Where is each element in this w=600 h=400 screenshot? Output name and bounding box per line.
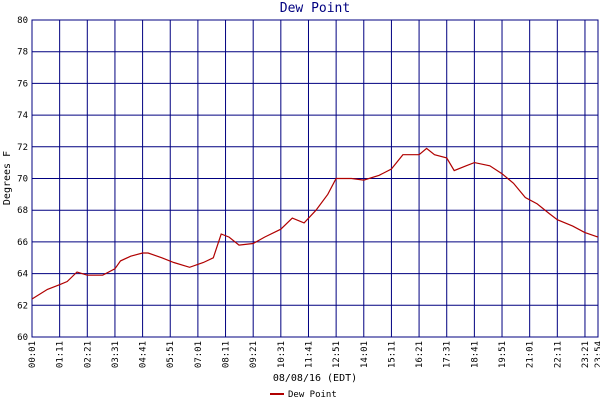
x-tick-label: 04:41 xyxy=(139,341,149,368)
x-tick-label: 10:31 xyxy=(277,341,287,368)
x-tick-label: 23:21 xyxy=(581,341,591,368)
x-tick-label: 21:01 xyxy=(526,341,536,368)
x-axis-label: 08/08/16 (EDT) xyxy=(273,373,357,384)
chart-title: Dew Point xyxy=(280,1,350,16)
x-tick-label: 18:41 xyxy=(470,341,480,368)
x-tick-label: 15:11 xyxy=(387,341,397,368)
y-tick-label: 74 xyxy=(17,111,28,121)
y-tick-label: 80 xyxy=(17,16,28,26)
x-tick-label: 00:01 xyxy=(28,341,38,368)
x-tick-label: 19:51 xyxy=(498,341,508,368)
x-tick-label: 02:21 xyxy=(83,341,93,368)
x-tick-label: 22:11 xyxy=(553,341,563,368)
x-tick-label: 14:01 xyxy=(360,341,370,368)
x-tick-label: 01:11 xyxy=(56,341,66,368)
legend-label: Dew Point xyxy=(288,390,337,400)
x-tick-label: 16:21 xyxy=(415,341,425,368)
x-tick-label: 08:11 xyxy=(222,341,232,368)
data-line xyxy=(31,147,599,300)
x-tick-label: 05:51 xyxy=(166,341,176,368)
x-tick-label: 07:01 xyxy=(194,341,204,368)
y-tick-label: 64 xyxy=(17,270,28,280)
y-tick-label: 70 xyxy=(17,175,28,185)
y-tick-label: 62 xyxy=(17,301,28,311)
y-tick-label: 76 xyxy=(17,79,28,89)
x-tick-label: 11:41 xyxy=(304,341,314,368)
y-tick-label: 60 xyxy=(17,333,28,343)
y-tick-label: 66 xyxy=(17,238,28,248)
y-tick-label: 78 xyxy=(17,48,28,58)
x-tick-label: 23:54 xyxy=(594,341,600,368)
y-tick-label: 72 xyxy=(17,143,28,153)
x-tick-label: 03:31 xyxy=(111,341,121,368)
x-tick-label: 09:21 xyxy=(249,341,259,368)
x-tick-label: 17:31 xyxy=(443,341,453,368)
y-axis-label: Degrees F xyxy=(2,151,13,205)
x-tick-label: 12:51 xyxy=(332,341,342,368)
y-tick-label: 68 xyxy=(17,206,28,216)
